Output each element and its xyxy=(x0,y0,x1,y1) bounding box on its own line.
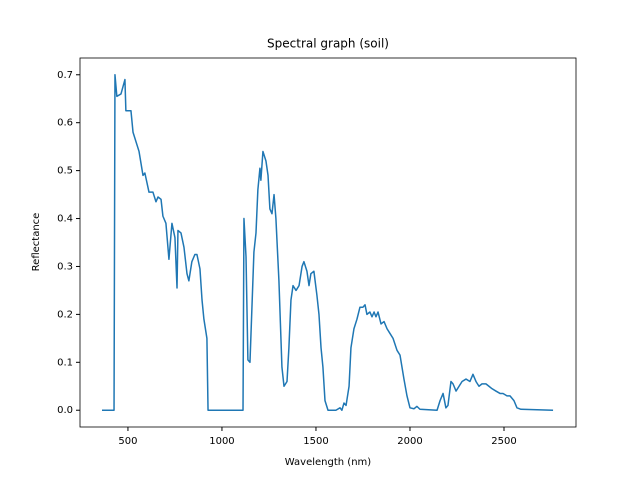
y-tick-label: 0.4 xyxy=(57,214,73,225)
x-tick-label: 2000 xyxy=(397,436,422,447)
plot-frame xyxy=(79,57,577,428)
y-tick-label: 0.1 xyxy=(57,357,73,368)
x-tick-label: 2500 xyxy=(491,436,516,447)
x-tick-label: 1500 xyxy=(303,436,328,447)
chart-title: Spectral graph (soil) xyxy=(267,37,389,51)
y-axis-label: Reflectance xyxy=(31,213,42,272)
data-line xyxy=(101,74,554,411)
y-tick-label: 0.5 xyxy=(57,166,73,177)
y-tick-label: 0.2 xyxy=(57,309,73,320)
y-tick-label: 0.7 xyxy=(57,70,73,81)
y-tick-label: 0.0 xyxy=(57,405,73,416)
y-tick-label: 0.6 xyxy=(57,118,73,129)
x-tick-label: 1000 xyxy=(209,436,234,447)
x-tick-label: 500 xyxy=(118,436,137,447)
y-tick-label: 0.3 xyxy=(57,261,73,272)
x-axis-label: Wavelength (nm) xyxy=(285,457,371,468)
